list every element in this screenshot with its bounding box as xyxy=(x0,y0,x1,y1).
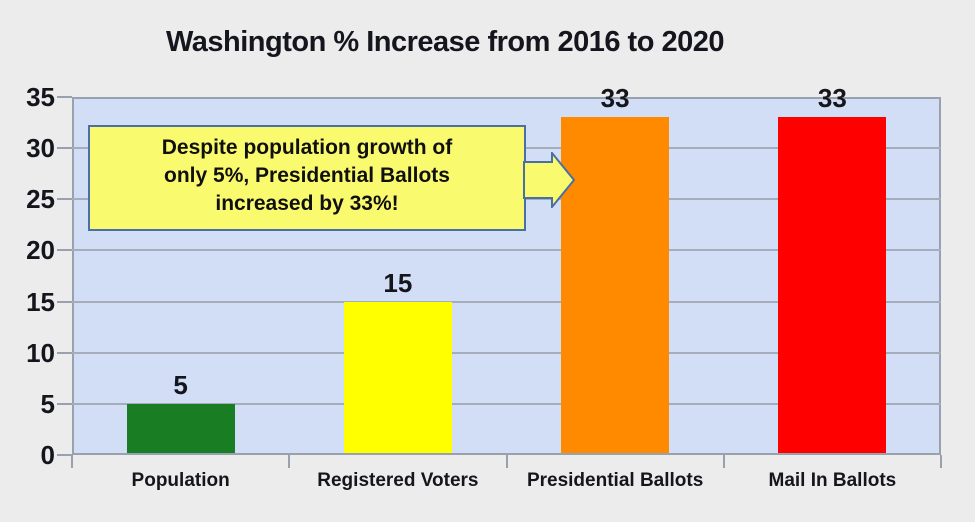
gridline xyxy=(72,300,941,303)
y-axis-label: 5 xyxy=(40,388,55,419)
annotation-callout: Despite population growth of only 5%, Pr… xyxy=(88,125,526,231)
value-label-registered-voters: 15 xyxy=(383,267,413,298)
y-axis-label: 10 xyxy=(26,337,55,368)
y-axis-tick xyxy=(57,351,72,354)
x-axis-tick xyxy=(288,455,291,468)
x-axis-tick xyxy=(722,455,725,468)
x-axis-label-mail-in-ballots: Mail In Ballots xyxy=(768,470,897,491)
x-axis-label-registered-voters: Registered Voters xyxy=(317,470,479,491)
block-arrow-right-shape xyxy=(523,152,575,208)
value-label-mail-in-ballots: 33 xyxy=(817,83,847,114)
value-label-presidential-ballots: 33 xyxy=(600,83,630,114)
x-axis-tick xyxy=(940,455,942,468)
annotation-text-line: Despite population growth of xyxy=(161,136,453,159)
x-axis-label-population: Population xyxy=(131,470,230,491)
value-label-population: 5 xyxy=(173,369,188,400)
x-axis-tick xyxy=(505,455,508,468)
bar-presidential-ballots xyxy=(561,117,670,453)
y-axis-label: 15 xyxy=(26,286,55,317)
y-axis-tick xyxy=(57,454,72,456)
x-axis-label-presidential-ballots: Presidential Ballots xyxy=(526,470,704,491)
y-axis-label: 0 xyxy=(40,440,55,470)
y-axis-tick xyxy=(57,402,72,405)
y-axis-label: 25 xyxy=(26,184,55,215)
gridline xyxy=(72,249,941,252)
block-arrow-right-icon xyxy=(523,152,575,208)
y-axis-tick xyxy=(57,147,72,150)
y-axis-label: 20 xyxy=(26,235,55,266)
gridline xyxy=(72,402,941,405)
y-axis-tick xyxy=(57,198,72,201)
bar-registered-voters xyxy=(343,301,452,453)
annotation-text-line: only 5%, Presidential Ballots xyxy=(164,164,450,187)
annotation-text-line: increased by 33%! xyxy=(215,192,399,215)
y-axis-tick xyxy=(57,249,72,252)
y-axis-tick xyxy=(57,96,72,98)
bar-mail-in-ballots xyxy=(778,117,887,453)
x-axis-tick xyxy=(71,455,73,468)
y-axis-label: 35 xyxy=(26,82,55,112)
gridline xyxy=(72,351,941,354)
y-axis-tick xyxy=(57,300,72,303)
bar-population xyxy=(126,403,235,453)
y-axis-label: 30 xyxy=(26,133,55,164)
chart-title: Washington % Increase from 2016 to 2020 xyxy=(165,26,725,58)
